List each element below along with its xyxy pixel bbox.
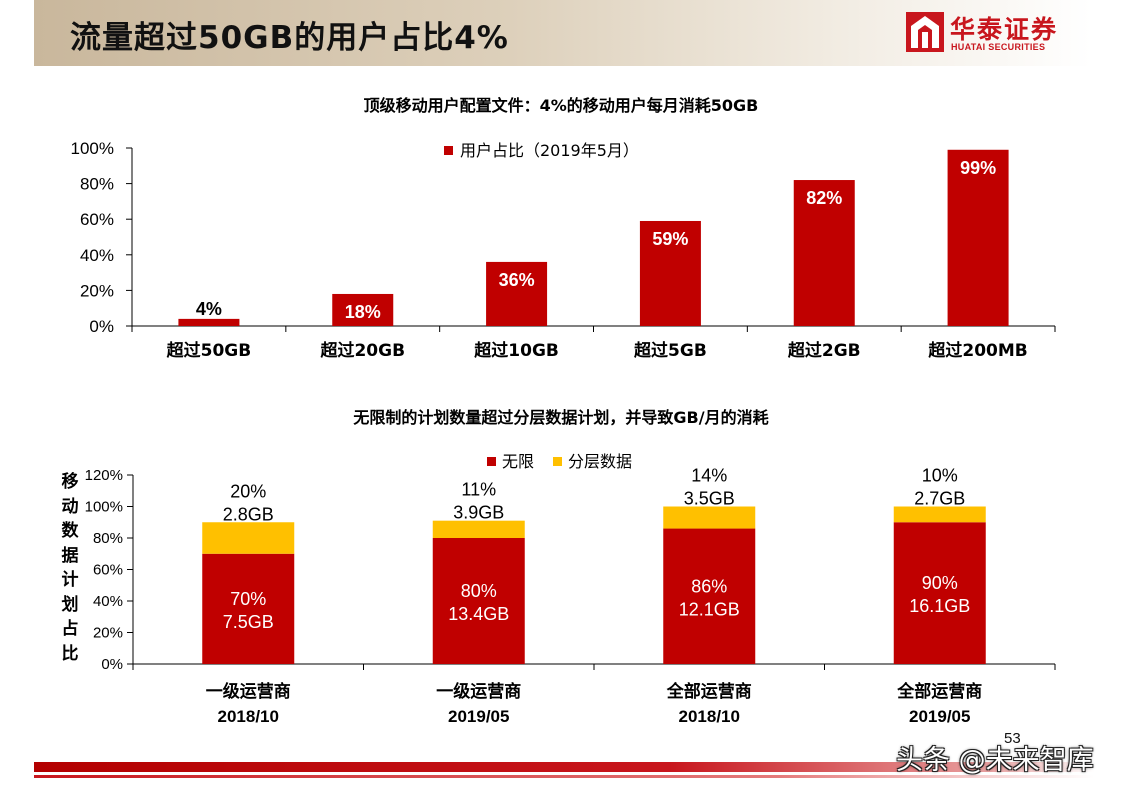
y-tick-label: 80% xyxy=(80,175,114,194)
x-tick-label-date: 2018/10 xyxy=(218,707,279,726)
footer-bar-thin xyxy=(34,775,1094,778)
data-label-tiered-pct: 10% xyxy=(922,466,958,486)
huatai-logo: 华泰证券 HUATAI SECURITIES xyxy=(906,10,1076,56)
data-label: 18% xyxy=(345,302,381,322)
bar xyxy=(947,149,1009,326)
legend-swatch-tiered xyxy=(553,457,562,466)
y-tick-label: 60% xyxy=(80,210,114,229)
data-label-unlimited-pct: 80% xyxy=(461,581,497,601)
data-label: 4% xyxy=(196,299,222,319)
top-bar-chart: 0% 20% 40% 60% 80% 100% 4% 超过50GB 18% 超过20GB 36% 超过… xyxy=(71,139,1056,361)
x-tick-label-date: 2018/10 xyxy=(679,707,740,726)
x-tick-label-group: 全部运营商 xyxy=(896,681,982,702)
bar-tiered xyxy=(432,520,525,538)
x-tick-label: 超过200MB xyxy=(928,340,1027,361)
data-label: 59% xyxy=(652,229,688,249)
data-label-unlimited-pct: 70% xyxy=(230,589,266,609)
y-tick-label: 80% xyxy=(93,530,123,547)
top-chart-title: 顶级移动用户配置文件：4%的移动用户每月消耗50GB xyxy=(363,96,759,115)
bar-tiered xyxy=(202,522,295,554)
bar-tiered xyxy=(893,506,986,523)
page-title: 流量超过50GB的用户占比4% xyxy=(70,20,509,56)
x-tick-label: 超过50GB xyxy=(167,340,252,361)
y-tick-label: 100% xyxy=(85,499,123,516)
x-tick-label: 超过10GB xyxy=(474,340,559,361)
data-label-unlimited-gb: 16.1GB xyxy=(909,596,970,616)
logo-text-en: HUATAI SECURITIES xyxy=(951,42,1046,52)
x-tick-label: 超过5GB xyxy=(634,340,707,361)
y-tick-label: 20% xyxy=(93,625,123,642)
data-label-unlimited-gb: 13.4GB xyxy=(448,604,509,624)
bar-unlimited xyxy=(893,522,986,664)
logo-text-cn: 华泰证券 xyxy=(950,15,1059,44)
x-tick-label-group: 全部运营商 xyxy=(666,681,752,702)
bar xyxy=(486,261,548,326)
y-tick-label: 0% xyxy=(101,656,123,673)
y-tick-label: 40% xyxy=(93,593,123,610)
bar-tiered xyxy=(663,506,756,529)
bottom-stacked-bar-chart: 0% 20% 40% 60% 80% 100% 120% 70% 7.5GB 20% 2.8GB 一级… xyxy=(85,452,1056,726)
y-tick-label: 60% xyxy=(93,562,123,579)
legend-swatch xyxy=(444,146,453,155)
page-number: 53 xyxy=(1004,730,1021,747)
watermark: 头条 @未来智库 xyxy=(896,745,1094,776)
legend-label-unlimited: 无限 xyxy=(502,452,534,471)
y-tick-label: 100% xyxy=(71,139,114,158)
legend-label-tiered: 分层数据 xyxy=(568,452,632,471)
bar xyxy=(793,180,855,326)
bar xyxy=(332,293,394,326)
bar-unlimited xyxy=(432,538,525,664)
legend-swatch-unlimited xyxy=(487,457,496,466)
y-tick-label: 120% xyxy=(85,467,123,484)
x-tick-label-date: 2019/05 xyxy=(909,707,970,726)
bottom-y-axis-label: 移动 数据 计划 占比 xyxy=(61,472,79,664)
bottom-chart-title: 无限制的计划数量超过分层数据计划，并导致GB/月的消耗 xyxy=(353,408,769,427)
bar-unlimited xyxy=(663,528,756,664)
data-label: 99% xyxy=(960,158,996,178)
y-tick-label: 0% xyxy=(89,317,114,336)
legend-label: 用户占比（2019年5月） xyxy=(460,141,639,160)
data-label-tiered-gb: 2.7GB xyxy=(914,489,965,509)
data-label-unlimited-gb: 7.5GB xyxy=(223,612,274,632)
x-tick-label: 超过20GB xyxy=(320,340,405,361)
bar-unlimited xyxy=(202,553,295,664)
y-tick-label: 40% xyxy=(80,246,114,265)
x-tick-label-date: 2019/05 xyxy=(448,707,509,726)
data-label-tiered-pct: 20% xyxy=(230,481,266,501)
footer-bar xyxy=(34,762,1094,772)
data-label-tiered-pct: 14% xyxy=(691,466,727,486)
data-label-unlimited-pct: 86% xyxy=(691,576,727,596)
huatai-logo-icon xyxy=(906,12,944,52)
data-label: 36% xyxy=(499,270,535,290)
data-label-unlimited-pct: 90% xyxy=(922,573,958,593)
data-label-tiered-gb: 2.8GB xyxy=(223,504,274,524)
x-tick-label: 超过2GB xyxy=(788,340,861,361)
bar xyxy=(178,318,240,326)
data-label-tiered-pct: 11% xyxy=(461,480,496,500)
x-tick-label-group: 一级运营商 xyxy=(436,681,521,702)
data-label-unlimited-gb: 12.1GB xyxy=(679,599,740,619)
x-tick-label-group: 一级运营商 xyxy=(206,681,291,702)
y-tick-label: 20% xyxy=(80,281,114,300)
data-label: 82% xyxy=(806,188,842,208)
data-label-tiered-gb: 3.9GB xyxy=(453,503,504,523)
data-label-tiered-gb: 3.5GB xyxy=(684,489,735,509)
bar xyxy=(639,220,701,326)
